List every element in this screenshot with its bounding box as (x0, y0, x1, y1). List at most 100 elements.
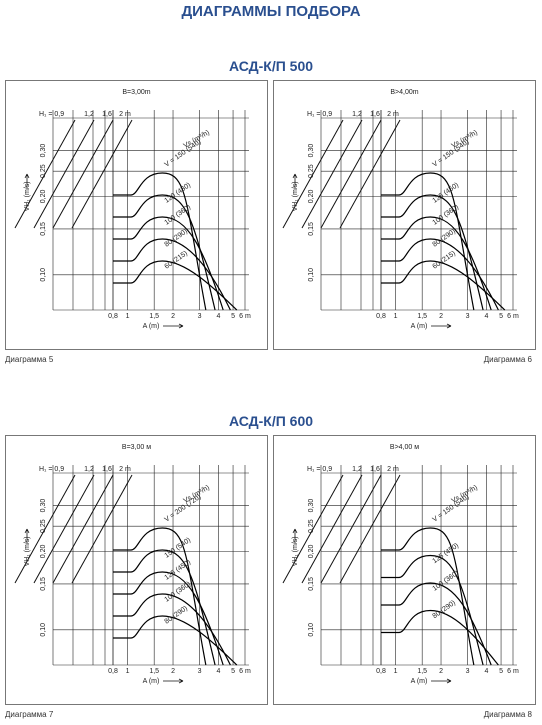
diagram-label: Диаграмма 8 (483, 710, 532, 719)
diagram-label: Диаграмма 5 (5, 355, 54, 364)
y-tick-label: 0,30 (40, 499, 47, 513)
h-tick-label: 2 m (387, 111, 399, 118)
y-tick-label: 0,20 (308, 189, 315, 203)
y-tick-label: 0,20 (40, 544, 47, 558)
section-title: АСД-К/П 600 (228, 413, 314, 429)
diagonal (282, 119, 344, 229)
h-tick-label: H₁ = 0,9 (307, 466, 332, 473)
y-tick-label: 0,10 (308, 623, 315, 637)
diagonal (301, 474, 363, 584)
x-tick-label: 5 (231, 668, 235, 675)
diagram: B=3,00 м 0,8 1 1,5 2 3 4 5 6 m 0,10 0,15 0,20 0,25 0,… (5, 435, 268, 705)
x-tick-label: 6 m (239, 313, 251, 320)
diagram-label: Диаграмма 7 (5, 710, 54, 719)
x-tick-label: 0,8 (376, 313, 386, 320)
arrow (292, 528, 298, 543)
x-tick-label: 2 (171, 313, 175, 320)
curve (381, 554, 484, 666)
curve (381, 194, 484, 311)
diagonal (71, 474, 133, 584)
diagonal (33, 474, 95, 584)
h-tick-label: 1,6 (102, 466, 112, 473)
frame (5, 435, 268, 705)
arrow (163, 678, 184, 684)
x-tick-label: 1,5 (417, 313, 427, 320)
x-tick-label: 6 m (507, 668, 519, 675)
x-tick-label: 4 (216, 313, 220, 320)
h-tick-label: H₁ = 0,9 (307, 111, 332, 118)
x-axis-label: A (m) (143, 323, 160, 330)
page-title: ДИАГРАММЫ ПОДБОРА (181, 3, 361, 20)
arrow (24, 173, 30, 188)
h-tick-label: 1,2 (352, 111, 362, 118)
x-axis-label: A (m) (411, 678, 428, 685)
curve-label: 80 (290) (432, 228, 457, 249)
x-tick-label: 1,5 (149, 313, 159, 320)
diagonal (14, 119, 76, 229)
arrow (431, 323, 452, 329)
h-tick-label: H₁ = 0,9 (39, 466, 64, 473)
y-tick-label: 0,25 (308, 519, 315, 533)
x-tick-label: 1,5 (149, 668, 159, 675)
y-axis-label: VH₁ (m/s) (24, 536, 31, 566)
x-tick-label: 1 (126, 668, 130, 675)
diagonal (52, 474, 114, 584)
diagonal (14, 474, 76, 584)
h-tick-label: 2 m (119, 466, 131, 473)
x-tick-label: 3 (198, 313, 202, 320)
h-tick-label: 2 m (119, 111, 131, 118)
x-tick-label: 5 (499, 668, 503, 675)
y-tick-label: 0,10 (308, 268, 315, 282)
x-tick-label: 3 (466, 313, 470, 320)
arrow (431, 678, 452, 684)
diagonal (52, 119, 114, 229)
h-tick-label: 1,6 (102, 111, 112, 118)
caption: B>4,00m (390, 89, 418, 96)
y-tick-label: 0,10 (40, 268, 47, 282)
h-tick-label: H₁ = 0,9 (39, 111, 64, 118)
x-tick-label: 1 (394, 668, 398, 675)
x-tick-label: 1,5 (417, 668, 427, 675)
curve (113, 172, 207, 311)
curve (113, 238, 231, 311)
y-tick-label: 0,15 (308, 222, 315, 236)
y-tick-label: 0,10 (40, 623, 47, 637)
section-title: АСД-К/П 500 (228, 58, 314, 74)
x-tick-label: 2 (171, 668, 175, 675)
curve (113, 615, 238, 666)
y-tick-label: 0,20 (308, 544, 315, 558)
x-axis-label: A (m) (411, 323, 428, 330)
curve (381, 527, 475, 666)
x-tick-label: 0,8 (376, 668, 386, 675)
y-axis-label: VH₁ (m/s) (24, 181, 31, 211)
x-tick-label: 3 (466, 668, 470, 675)
x-tick-label: 0,8 (108, 668, 118, 675)
diagonal (282, 474, 344, 584)
y-tick-label: 0,15 (40, 577, 47, 591)
frame (273, 435, 536, 705)
curve (381, 582, 492, 666)
curve (113, 260, 238, 311)
x-tick-label: 2 (439, 668, 443, 675)
arrow (292, 173, 298, 188)
y-tick-label: 0,30 (308, 499, 315, 513)
arrow (24, 528, 30, 543)
y-tick-label: 0,25 (40, 519, 47, 533)
y-tick-label: 0,30 (308, 144, 315, 158)
diagram: B>4,00m 0,8 1 1,5 2 3 4 5 6 m 0,10 0,15 0,20 0,25 0,3… (273, 80, 536, 350)
x-tick-label: 6 m (507, 313, 519, 320)
h-tick-label: 1,6 (370, 111, 380, 118)
caption: B>4,00 м (390, 444, 419, 451)
curve (113, 527, 207, 666)
y-tick-label: 0,25 (40, 164, 47, 178)
y-axis-label: VH₁ (m/s) (292, 181, 299, 211)
x-tick-label: 4 (484, 313, 488, 320)
frame (273, 80, 536, 350)
curve (113, 194, 216, 311)
h-tick-label: 1,2 (352, 466, 362, 473)
diagram: B>4,00 м 0,8 1 1,5 2 3 4 5 6 m 0,10 0,15 0,20 0,25 0,… (273, 435, 536, 705)
curve (113, 549, 216, 666)
y-tick-label: 0,15 (308, 577, 315, 591)
curve (381, 238, 499, 311)
